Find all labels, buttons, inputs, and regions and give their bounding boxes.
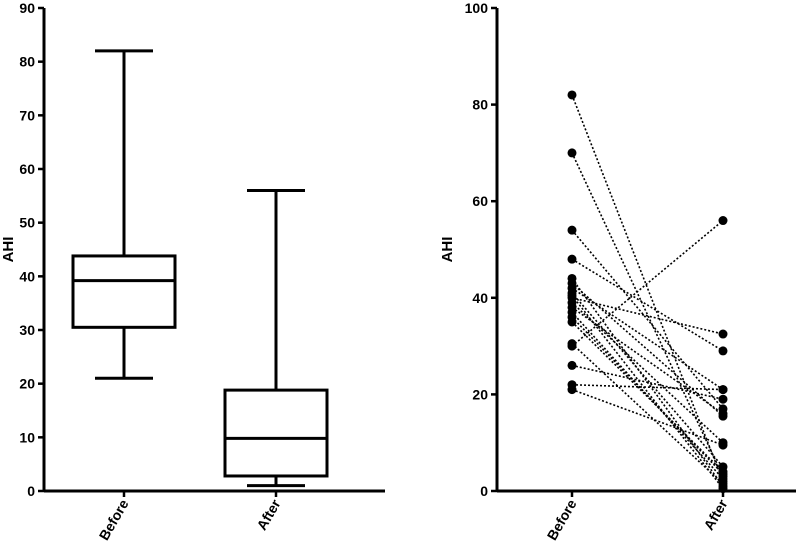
y-tick-label: 90: [19, 0, 35, 16]
y-tick-label: 20: [472, 386, 488, 402]
y-tick-label: 80: [19, 54, 35, 70]
pair-line: [571, 321, 724, 473]
pair-line: [571, 94, 724, 482]
y-axis-label: AHI: [439, 237, 456, 263]
y-tick-label: 100: [465, 0, 489, 16]
before-point: [567, 148, 577, 158]
y-tick-label: 30: [19, 322, 35, 338]
pair-line: [571, 306, 724, 415]
pair-line: [571, 316, 724, 475]
box-after: [223, 188, 329, 488]
pair-lines: [571, 94, 724, 490]
after-point: [718, 346, 728, 356]
before-point: [567, 290, 577, 300]
before-point: [567, 278, 577, 288]
y-tick-label: 70: [19, 107, 35, 123]
after-point: [718, 385, 728, 395]
y-tick-label: 60: [19, 161, 35, 177]
after-point: [718, 394, 728, 404]
pair-line: [571, 229, 724, 410]
pair-line: [571, 219, 724, 347]
pair-line: [571, 294, 724, 490]
pair-line: [571, 343, 724, 485]
before-point: [567, 254, 577, 264]
before-point: [567, 385, 577, 395]
box-before: [71, 49, 177, 380]
y-axis-label: AHI: [0, 237, 17, 263]
pair-line: [571, 258, 724, 352]
pair-line: [571, 152, 724, 477]
y-tick-label: 0: [27, 483, 35, 499]
after-point: [718, 216, 728, 226]
y-tick-label: 0: [480, 483, 488, 499]
after-point: [718, 484, 728, 494]
pair-line: [571, 297, 724, 335]
box-plot-panel: 0 10 20 30 40 50 60 70 80 90 AHI Before After: [0, 0, 385, 543]
y-tick-label: 40: [19, 268, 35, 284]
after-point: [718, 329, 728, 339]
before-point: [567, 225, 577, 235]
before-point: [567, 312, 577, 322]
y-tick-label: 20: [19, 376, 35, 392]
iqr-box: [223, 388, 329, 478]
pair-line: [571, 282, 724, 417]
pair-line: [571, 388, 724, 446]
data-points: [567, 90, 728, 494]
paired-scatter-panel: 0 20 40 60 80 100 AHI Before After: [439, 0, 796, 543]
pair-line: [571, 287, 724, 391]
after-point: [718, 411, 728, 421]
y-tick-label: 40: [472, 290, 488, 306]
pair-line: [571, 383, 724, 391]
y-tick-label: 60: [472, 193, 488, 209]
iqr-box: [71, 254, 177, 329]
before-point: [567, 341, 577, 351]
y-tick-label: 50: [19, 215, 35, 231]
y-tick-label: 80: [472, 97, 488, 113]
pair-line: [571, 364, 724, 401]
after-point: [718, 440, 728, 450]
x-tick-label: Before: [96, 496, 132, 543]
x-tick-label: After: [253, 496, 283, 533]
y-tick-label: 10: [19, 429, 35, 445]
x-tick-label: After: [700, 496, 730, 533]
x-tick-label: Before: [544, 496, 580, 543]
after-point: [718, 469, 728, 479]
before-point: [567, 90, 577, 100]
before-point: [567, 360, 577, 370]
